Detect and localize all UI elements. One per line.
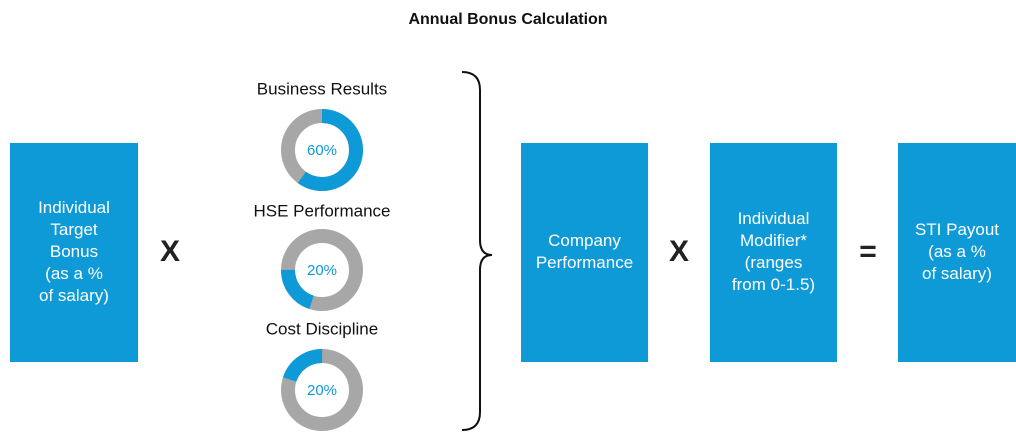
donut-segment xyxy=(281,229,364,311)
box-text: (as a % xyxy=(45,264,103,283)
donut-label: 60% xyxy=(307,142,337,159)
component-name: HSE Performance xyxy=(254,201,391,220)
box-text: of salary) xyxy=(39,286,109,305)
operator: = xyxy=(859,235,877,268)
box-text: Modifier* xyxy=(740,231,807,250)
donut-label: 20% xyxy=(307,262,337,279)
box-text: (ranges xyxy=(745,253,803,272)
operator: X xyxy=(160,235,180,268)
box-text: of salary) xyxy=(922,264,992,283)
box xyxy=(521,143,648,362)
operator: X xyxy=(669,235,689,268)
title: Annual Bonus Calculation xyxy=(408,11,607,28)
brace xyxy=(461,71,493,431)
box-text: Performance xyxy=(536,253,633,272)
box-text: (as a % xyxy=(928,242,986,261)
box-text: Target xyxy=(50,220,98,239)
box-text: Bonus xyxy=(50,242,98,261)
box xyxy=(710,143,837,362)
component-name: Cost Discipline xyxy=(266,319,378,338)
donut-label: 20% xyxy=(307,382,337,399)
box-text: Company xyxy=(548,231,621,250)
box-text: from 0-1.5) xyxy=(732,275,815,294)
box xyxy=(898,143,1016,362)
component-name: Business Results xyxy=(257,79,387,98)
donut-segment xyxy=(281,109,363,191)
box-text: STI Payout xyxy=(915,220,999,239)
donut-segment xyxy=(281,349,363,432)
box-text: Individual xyxy=(38,198,110,217)
box xyxy=(10,143,138,362)
box-text: Individual xyxy=(738,209,810,228)
